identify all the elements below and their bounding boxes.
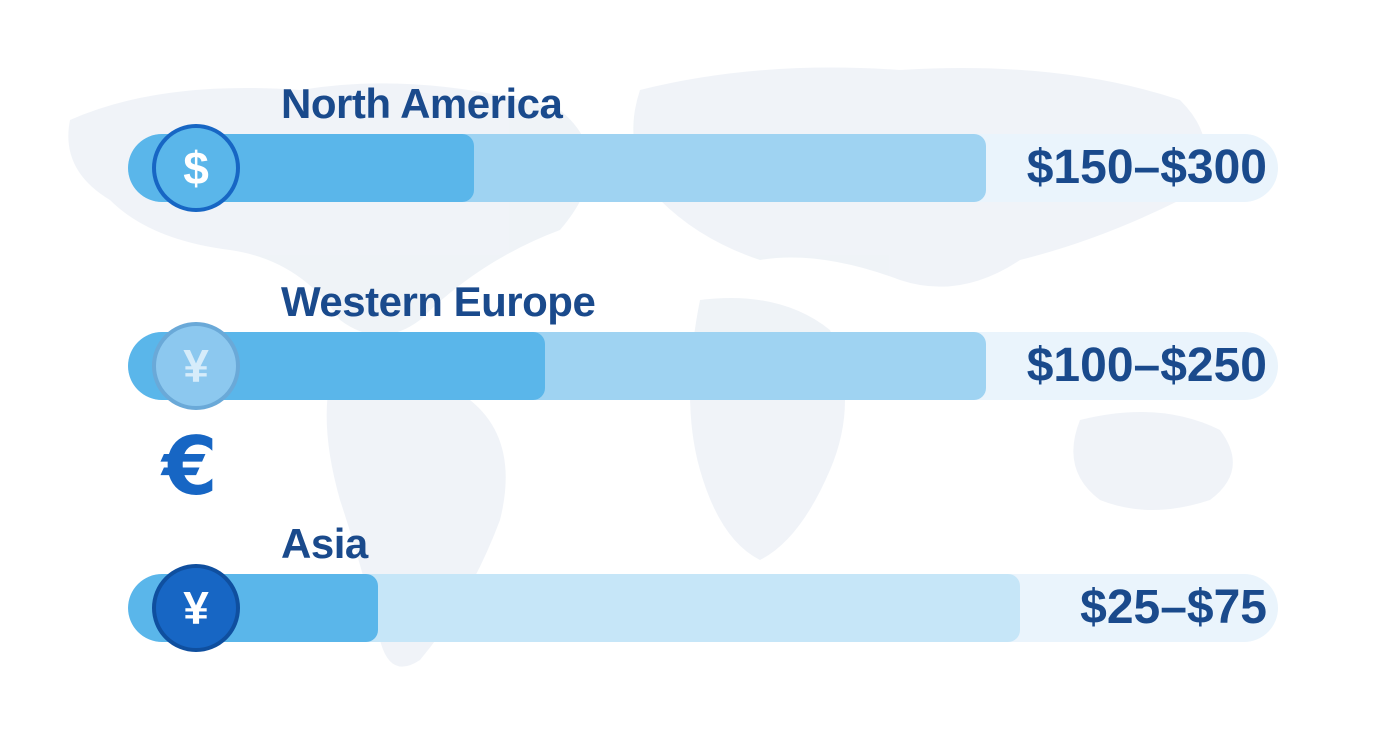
- range-bar-track: [128, 134, 1278, 202]
- region-row: Western Europe $100–$250 ¥: [0, 278, 1392, 418]
- region-row: Asia $25–$75 ¥: [0, 520, 1392, 660]
- region-label: North America: [281, 80, 563, 127]
- range-bar-track: [128, 574, 1278, 642]
- region-row: North America $150–$300 $: [0, 80, 1392, 220]
- yen-icon: ¥: [152, 322, 240, 410]
- euro-icon: €: [162, 420, 218, 513]
- range-value: $150–$300: [1026, 141, 1267, 194]
- range-value: $100–$250: [1026, 339, 1267, 392]
- yen-icon: ¥: [152, 564, 240, 652]
- region-label: Asia: [281, 520, 368, 567]
- dollar-icon: $: [152, 124, 240, 212]
- range-value: $25–$75: [1080, 581, 1267, 634]
- region-label: Western Europe: [281, 278, 596, 325]
